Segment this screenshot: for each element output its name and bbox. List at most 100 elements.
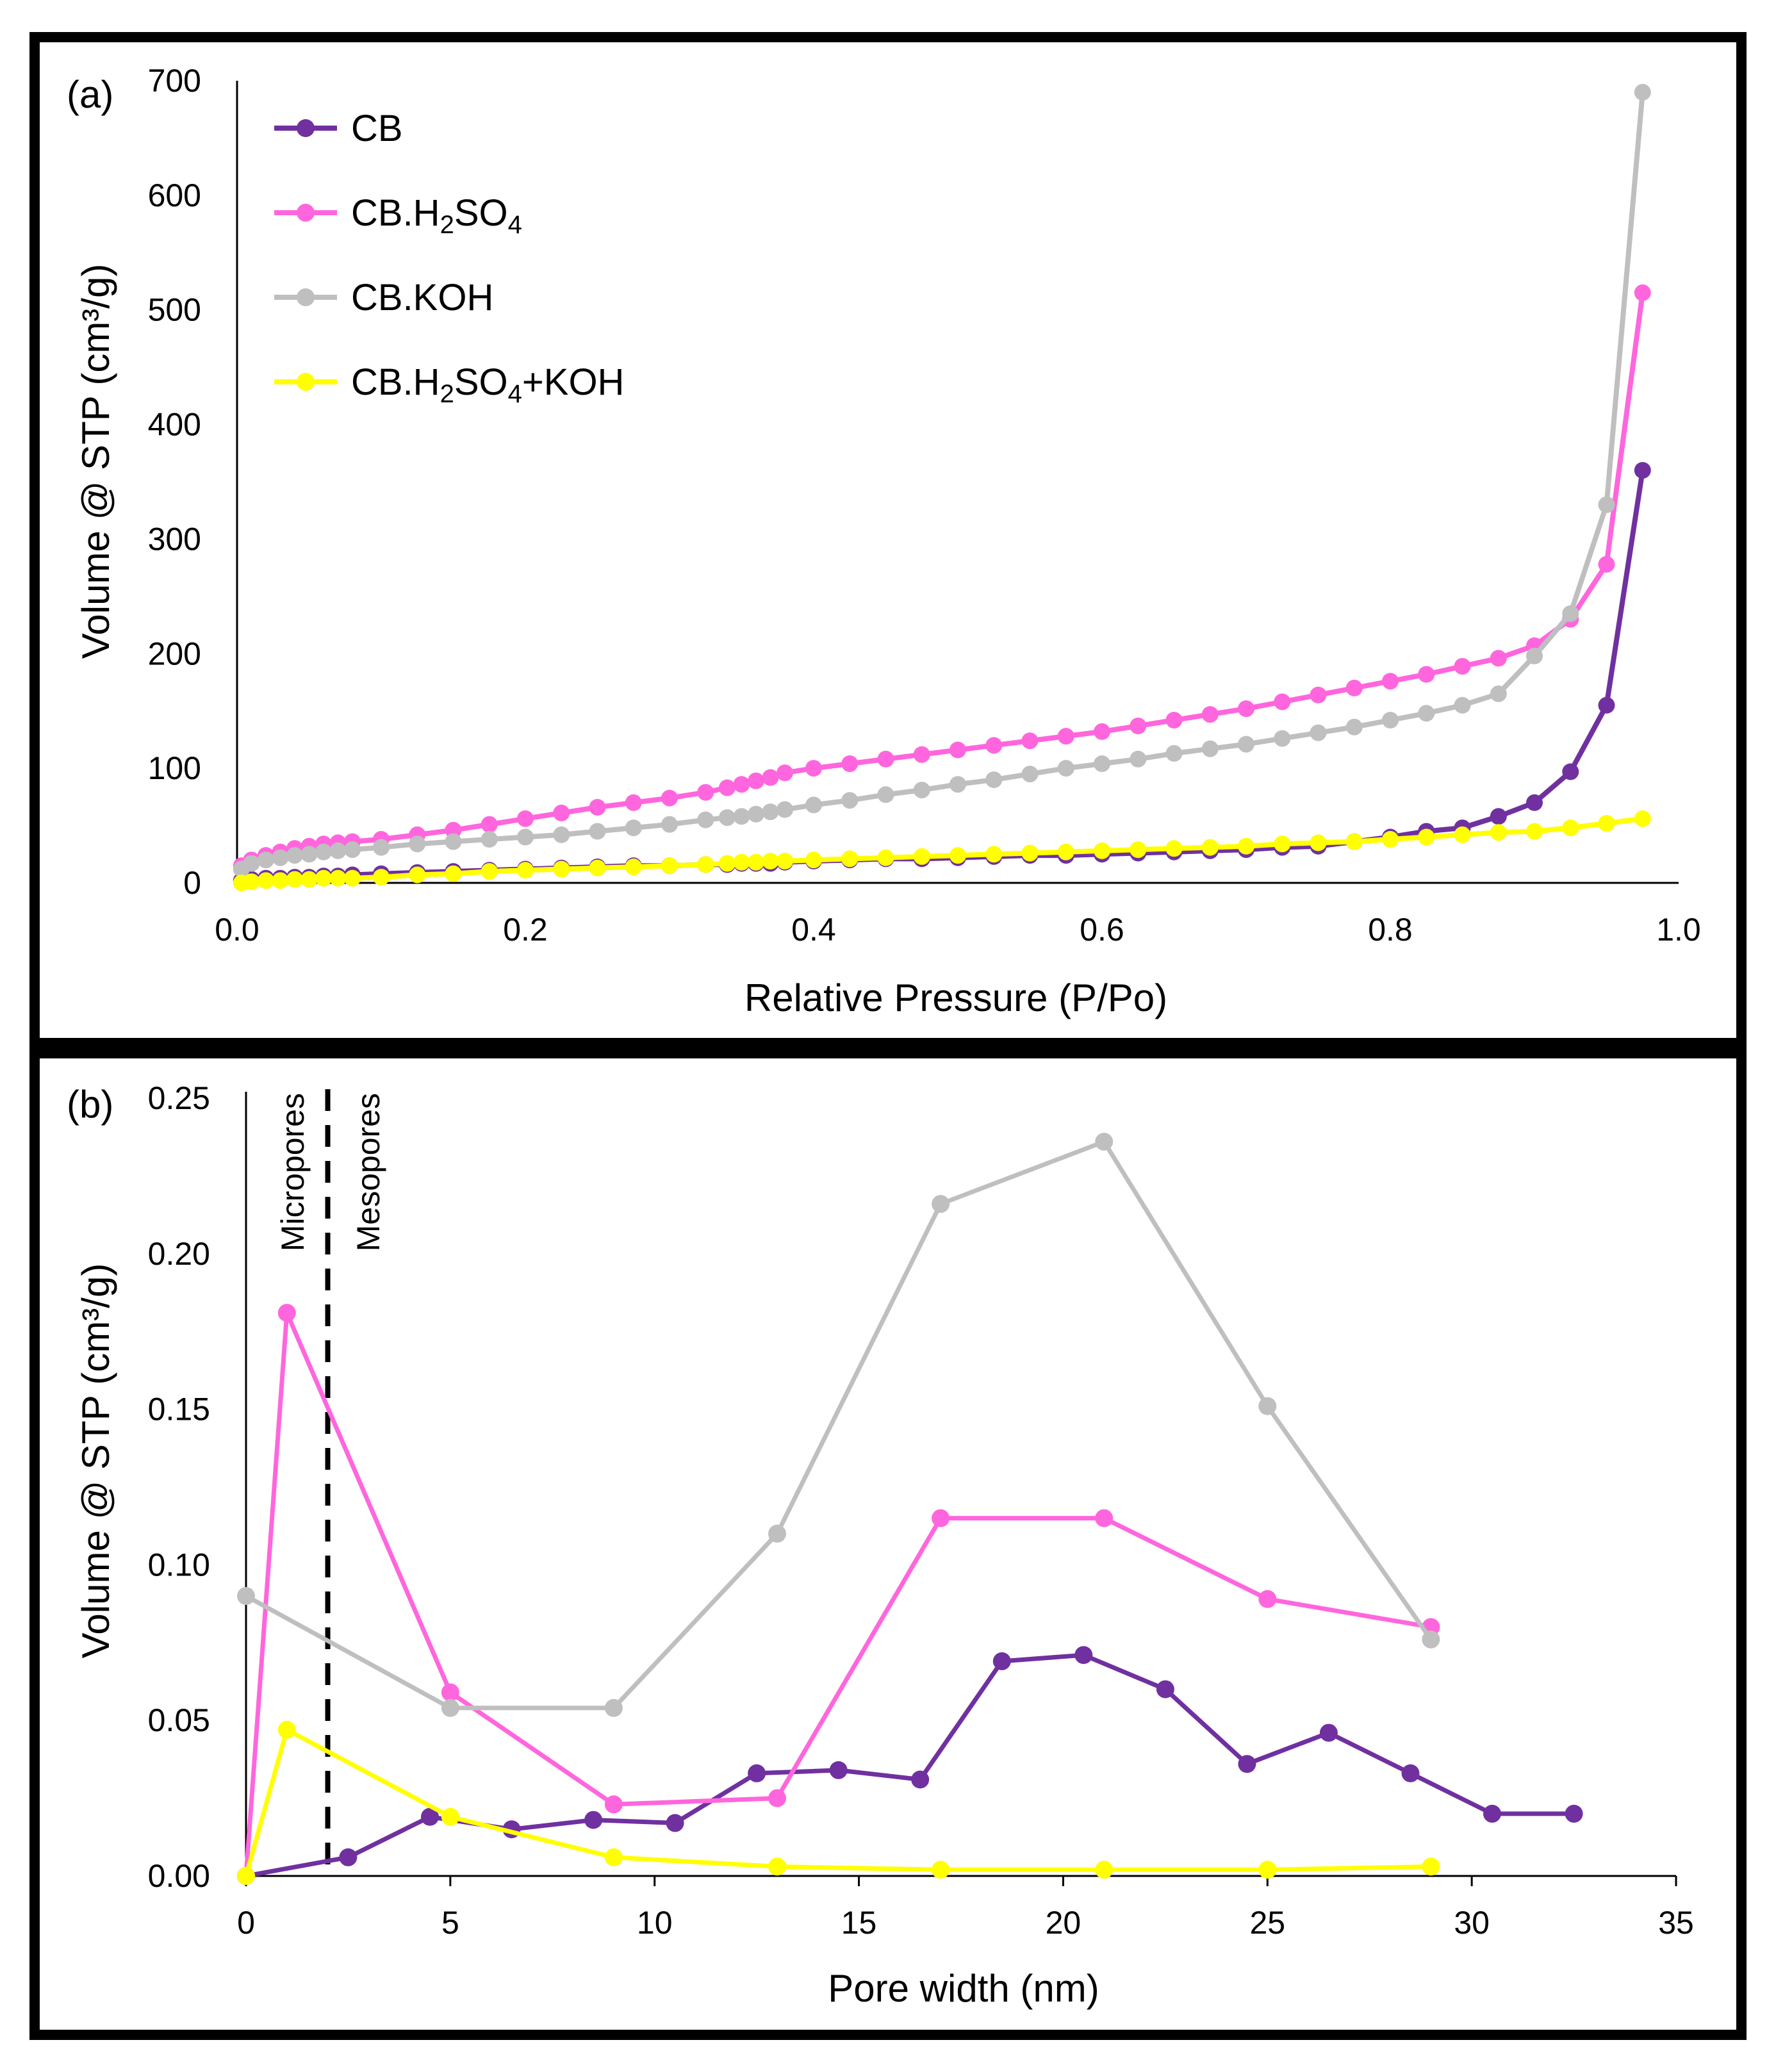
data-point [421,1807,439,1826]
data-point [604,1795,623,1814]
data-point [1598,555,1615,573]
panel-b-series [237,1133,1583,1885]
data-point [1565,1804,1583,1823]
data-point [913,782,930,799]
data-point [300,846,318,863]
data-point [913,746,930,763]
y-tick-label: 300 [148,521,201,557]
series-cb-h2so4-koh [237,1720,1440,1885]
y-tick-label: 0.25 [148,1080,210,1116]
data-point [258,851,274,869]
y-tick-label: 0.15 [148,1392,210,1427]
data-point [329,842,347,859]
data-point [1345,718,1363,736]
y-tick-label: 200 [148,636,201,671]
data-point [762,803,779,821]
data-point [1319,1723,1338,1742]
data-point [748,805,764,823]
data-point [1422,1630,1440,1649]
data-point [286,871,303,888]
data-point [258,872,274,889]
legend-item: CB.KOH [274,277,493,318]
data-point [719,779,736,796]
data-point [719,855,736,872]
data-point [1274,730,1291,747]
data-point [1490,824,1507,841]
series-cb-koh [237,1133,1440,1717]
data-point [1165,840,1183,857]
panel-a-border [29,32,1747,1048]
series-line [245,1139,1433,1711]
panel-b-border [29,1048,1747,2040]
x-tick-label: 0.2 [503,912,548,948]
data-point [272,872,289,889]
data-point [1634,83,1651,101]
data-point [950,741,966,759]
x-tick-label: 0.8 [1368,912,1413,948]
data-point [481,816,498,833]
data-point [1418,828,1435,846]
legend-item: CB.H2SO4+KOH [274,361,624,408]
micropores-label: Micropores [275,1093,311,1251]
data-point [1201,839,1219,856]
data-point [1598,496,1615,513]
data-point [1490,685,1507,702]
data-point [1598,696,1615,714]
x-tick-label: 0.4 [791,912,836,948]
y-tick-label: 700 [148,63,201,99]
data-point [243,873,260,891]
data-point [950,776,966,793]
data-point [1526,647,1543,664]
data-point [805,851,822,869]
y-tick-label: 0.20 [148,1236,210,1272]
panel-a-y-axis-title: Volume @ STP (cm³/g) [74,264,117,659]
data-point [1345,679,1363,696]
data-point [1310,724,1327,741]
data-point [441,1807,459,1826]
data-point [666,1814,684,1832]
y-tick-label: 0 [183,865,201,901]
data-point [1258,1861,1277,1879]
legend-marker [297,119,315,137]
data-point [877,849,894,866]
data-point [777,853,793,869]
panel-b-axes: 0 5 10 15 20 25 30 35 0.00 0.05 0.10 0.15 0.20 0.25 [148,1080,1694,1941]
data-point [733,853,750,871]
data-point [1310,834,1327,851]
x-tick-label: 30 [1454,1905,1490,1941]
data-point [1634,462,1651,479]
data-point [697,784,714,801]
data-point [625,794,642,811]
data-point [1095,1509,1114,1527]
data-point [625,859,642,875]
data-point [1238,837,1254,855]
data-point [517,810,534,827]
data-point [1094,755,1110,772]
data-point [1454,826,1471,843]
data-point [1401,1764,1420,1782]
data-point [1130,718,1147,734]
data-point [841,850,859,867]
data-point [1130,841,1147,859]
data-point [589,799,606,816]
y-tick-label: 600 [148,177,201,213]
panel-a-axes: 0.0 0.2 0.4 0.6 0.8 1.0 0 100 200 300 400 500 600 700 [148,63,1701,948]
legend-label: CB.H2SO4+KOH [351,361,624,408]
panel-b: (b) 0 5 10 15 20 25 30 35 0.00 0.05 0.10 0.15 0.20 0.… [29,1048,1747,2040]
data-point [243,855,260,872]
data-point [589,823,606,840]
data-point [913,848,930,865]
data-point [589,859,606,876]
data-point [992,1652,1011,1670]
data-point [1094,842,1110,859]
data-point [661,789,678,807]
x-tick-label: 20 [1046,1905,1081,1941]
y-tick-label: 0.10 [148,1547,210,1583]
data-point [445,821,462,839]
data-point [877,750,894,768]
data-point [1382,831,1399,848]
data-point [1238,700,1254,718]
data-point [719,809,736,826]
x-tick-label: 0.0 [215,912,259,948]
